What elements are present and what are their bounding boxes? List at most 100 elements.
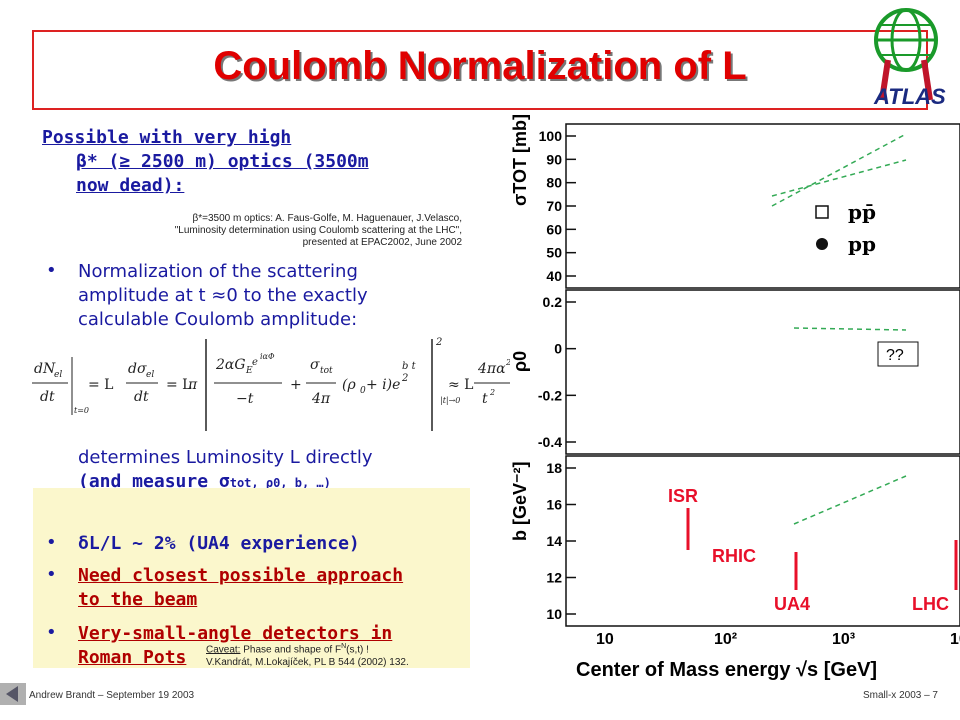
legend-entry: pp bbox=[848, 232, 876, 256]
svg-text:σ: σ bbox=[310, 357, 320, 373]
svg-text:2: 2 bbox=[401, 373, 408, 384]
caveat-note: Caveat: Phase and shape of FN(s,t) ! V.K… bbox=[206, 640, 496, 669]
svg-text:= L: = L bbox=[88, 377, 113, 393]
svg-text:t: t bbox=[482, 391, 488, 407]
physics-plot: 10 10² 10³ 10⁴ Center of Mass energy √s [GeV… bbox=[510, 114, 960, 681]
heading-line3: now dead): bbox=[76, 175, 185, 196]
svg-text:iαΦ: iαΦ bbox=[260, 352, 275, 361]
bullet-closest-approach: Need closest possible approach to the be… bbox=[78, 564, 478, 612]
y-tick-label: 18 bbox=[546, 460, 562, 476]
bullet-line: calculable Coulomb amplitude: bbox=[78, 309, 358, 330]
svg-text:2: 2 bbox=[435, 337, 442, 348]
x-tick-label: 10² bbox=[714, 631, 737, 648]
svg-text:+ i)e: + i)e bbox=[366, 377, 400, 393]
legend-marker-open bbox=[815, 205, 829, 219]
svg-text:E: E bbox=[245, 366, 253, 376]
fit-line bbox=[771, 133, 907, 207]
bullet-normalization: Normalization of the scattering amplitud… bbox=[78, 260, 478, 332]
x-axis-label: Center of Mass energy √s [GeV] bbox=[576, 659, 877, 681]
svg-text:el: el bbox=[146, 370, 154, 380]
annotation-rhic: RHIC bbox=[712, 546, 756, 566]
y-tick-label: 12 bbox=[546, 570, 562, 586]
bullet-line: Need closest possible approach bbox=[78, 565, 404, 586]
bullet-line: to the beam bbox=[78, 589, 198, 610]
atlas-logo-text: ATLAS bbox=[873, 84, 946, 108]
annotation-isr: ISR bbox=[668, 486, 698, 506]
y-tick-label: 100 bbox=[539, 128, 563, 144]
panel-sigma-frame bbox=[565, 123, 960, 289]
reference-line: β*=3500 m optics: A. Faus-Golfe, M. Hagu… bbox=[192, 213, 462, 224]
svg-text:t=0: t=0 bbox=[74, 406, 89, 415]
x-tick-label: 10 bbox=[596, 631, 614, 648]
y-tick-label: 50 bbox=[546, 245, 562, 261]
bullet-line: Normalization of the scattering bbox=[78, 261, 358, 282]
legend-entry: pp̄ bbox=[848, 200, 876, 224]
fit-line bbox=[793, 327, 907, 331]
svg-text:4πα: 4πα bbox=[477, 361, 506, 377]
previous-slide-button[interactable] bbox=[0, 683, 26, 705]
footer-page: Small-x 2003 – 7 bbox=[862, 690, 938, 701]
y-axis-label: ρ0 bbox=[510, 351, 530, 372]
bullet-line: Very-small-angle detectors in bbox=[78, 623, 393, 644]
y-tick-label: 0.2 bbox=[543, 294, 563, 310]
reference-line: "Luminosity determination using Coulomb … bbox=[174, 225, 462, 236]
annotation-unknown: ?? bbox=[886, 347, 904, 364]
heading-line1: Possible with very high bbox=[42, 127, 292, 148]
y-axis-label: σTOT [mb] bbox=[510, 114, 530, 206]
y-axis-label: b [GeV⁻²] bbox=[510, 462, 530, 542]
svg-text:= L: = L bbox=[166, 377, 191, 393]
svg-text:tot: tot bbox=[320, 366, 333, 376]
y-tick-label: 40 bbox=[546, 268, 562, 284]
heading: Possible with very high β* (≥ 2500 m) op… bbox=[42, 126, 462, 198]
svg-text:b t: b t bbox=[402, 361, 417, 372]
caveat-label: Caveat: bbox=[206, 644, 241, 656]
svg-text:e: e bbox=[252, 357, 258, 368]
y-tick-label: -0.4 bbox=[538, 434, 562, 450]
bullet-marker: • bbox=[46, 532, 57, 553]
svg-text:+: + bbox=[290, 377, 302, 393]
y-tick-label: 0 bbox=[554, 341, 562, 357]
bullet-delta-l: δL/L ~ 2% (UA4 experience) bbox=[78, 533, 360, 554]
svg-text:4π: 4π bbox=[311, 391, 331, 407]
svg-text:2: 2 bbox=[505, 358, 510, 367]
bullet-line: amplitude at t ≈0 to the exactly bbox=[78, 285, 368, 306]
svg-text:2: 2 bbox=[489, 388, 495, 397]
y-tick-label: 10 bbox=[546, 606, 562, 622]
bullet-marker: • bbox=[46, 564, 57, 585]
y-tick-label: 14 bbox=[546, 533, 562, 549]
slide-title: Coulomb Normalization of L bbox=[213, 44, 747, 88]
svg-text:dσ: dσ bbox=[128, 361, 147, 377]
annotation-lhc: LHC bbox=[912, 594, 949, 614]
determines-luminosity: determines Luminosity L directly bbox=[78, 447, 373, 468]
x-tick-label: 10³ bbox=[832, 631, 855, 648]
atlas-logo: ATLAS bbox=[873, 8, 946, 108]
annotation-ua4: UA4 bbox=[774, 594, 810, 614]
svg-text:(ρ: (ρ bbox=[342, 377, 356, 393]
y-tick-label: 80 bbox=[546, 175, 562, 191]
bullet-marker: • bbox=[46, 622, 57, 643]
y-tick-label: -0.2 bbox=[538, 387, 562, 403]
caveat-tail: (s,t) ! bbox=[346, 644, 369, 656]
svg-text:dt: dt bbox=[40, 389, 55, 405]
arrow-left-icon bbox=[6, 686, 18, 702]
y-tick-label: 70 bbox=[546, 198, 562, 214]
panel-rho-frame bbox=[565, 289, 960, 455]
legend-marker-filled bbox=[816, 238, 828, 250]
svg-text:dt: dt bbox=[134, 389, 149, 405]
svg-text:el: el bbox=[54, 370, 62, 380]
y-tick-label: 16 bbox=[546, 497, 562, 513]
caveat-text: Phase and shape of F bbox=[240, 644, 342, 656]
y-tick-label: 90 bbox=[546, 151, 562, 167]
fit-line bbox=[771, 159, 907, 197]
svg-text:≈ L: ≈ L bbox=[448, 377, 473, 393]
svg-text:π: π bbox=[187, 377, 198, 393]
bullet-line: Roman Pots bbox=[78, 647, 187, 668]
svg-text:|t|→0: |t|→0 bbox=[440, 396, 460, 405]
heading-line2: β* (≥ 2500 m) optics (3500m bbox=[76, 151, 369, 172]
reference-block: β*=3500 m optics: A. Faus-Golfe, M. Hagu… bbox=[100, 213, 462, 249]
y-tick-label: 60 bbox=[546, 221, 562, 237]
unknown-box bbox=[877, 341, 919, 367]
highlight-box bbox=[33, 488, 470, 668]
svg-text:0: 0 bbox=[360, 386, 366, 396]
